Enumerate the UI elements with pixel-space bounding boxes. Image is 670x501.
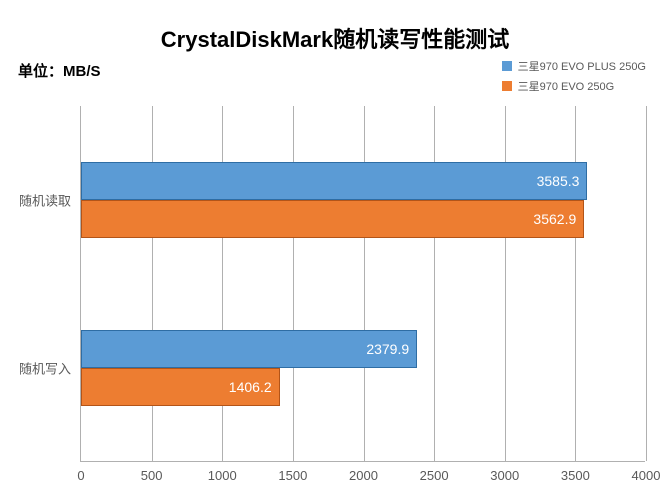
gridline <box>646 106 647 461</box>
x-tick-label: 2500 <box>420 468 449 483</box>
legend: 三星970 EVO PLUS 250G 三星970 EVO 250G <box>502 58 646 98</box>
chart-title: CrystalDiskMark随机读写性能测试 <box>0 0 670 54</box>
gridline <box>293 106 294 461</box>
legend-swatch-0 <box>502 61 512 71</box>
gridline <box>505 106 506 461</box>
gridline <box>152 106 153 461</box>
legend-item: 三星970 EVO 250G <box>502 78 646 94</box>
x-tick-label: 1500 <box>278 468 307 483</box>
legend-item: 三星970 EVO PLUS 250G <box>502 58 646 74</box>
legend-swatch-1 <box>502 81 512 91</box>
category-label: 随机写入 <box>19 358 71 377</box>
chart-container: CrystalDiskMark随机读写性能测试 单位：MB/S 三星970 EV… <box>0 0 670 501</box>
gridline <box>575 106 576 461</box>
legend-label-0: 三星970 EVO PLUS 250G <box>518 58 646 74</box>
plot-area: 05001000150020002500300035004000随机读取随机写入… <box>80 106 645 462</box>
category-label: 随机读取 <box>19 191 71 210</box>
bar-value-label: 3585.3 <box>81 173 587 189</box>
bar-value-label: 1406.2 <box>81 379 280 395</box>
bar-value-label: 3562.9 <box>81 211 584 227</box>
gridline <box>222 106 223 461</box>
x-tick-label: 1000 <box>208 468 237 483</box>
x-tick-label: 4000 <box>632 468 661 483</box>
gridline <box>364 106 365 461</box>
bar-value-label: 2379.9 <box>81 341 417 357</box>
legend-label-1: 三星970 EVO 250G <box>518 78 615 94</box>
x-tick-label: 500 <box>141 468 163 483</box>
x-tick-label: 3000 <box>490 468 519 483</box>
x-tick-label: 2000 <box>349 468 378 483</box>
unit-label: 单位：MB/S <box>18 60 101 81</box>
x-tick-label: 3500 <box>561 468 590 483</box>
gridline <box>434 106 435 461</box>
x-tick-label: 0 <box>77 468 84 483</box>
